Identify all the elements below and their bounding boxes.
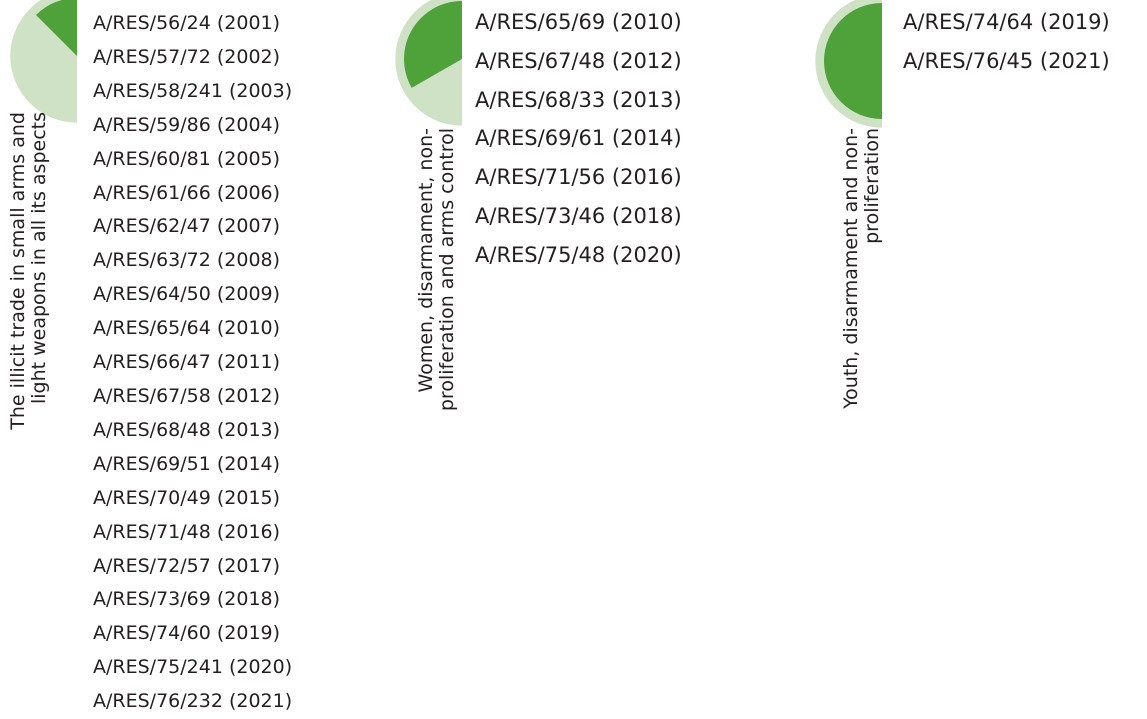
resolution-item: A/RES/67/58 (2012) — [93, 384, 281, 407]
resolution-item: A/RES/75/48 (2020) — [475, 242, 682, 267]
resolution-item: A/RES/68/48 (2013) — [93, 418, 281, 441]
group-label-small-arms: The illicit trade in small arms and ligh… — [7, 112, 50, 430]
pie-small-arms — [10, 0, 77, 123]
resolution-item: A/RES/67/48 (2012) — [475, 48, 682, 73]
pie-sector — [404, 1, 462, 88]
resolution-item: A/RES/65/64 (2010) — [93, 317, 281, 340]
resolution-item: A/RES/70/49 (2015) — [93, 486, 281, 509]
resolution-item: A/RES/62/47 (2007) — [93, 215, 281, 238]
resolution-item: A/RES/60/81 (2005) — [93, 147, 281, 170]
resolution-item: A/RES/73/69 (2018) — [93, 588, 281, 611]
resolution-item: A/RES/75/241 (2020) — [93, 656, 293, 679]
resolution-item: A/RES/61/66 (2006) — [93, 181, 281, 204]
group-label-women: Women, disarmament, non-proliferation an… — [415, 128, 458, 412]
resolution-list-youth: A/RES/74/64 (2019) A/RES/76/45 (2021) — [903, 3, 1110, 81]
resolution-item: A/RES/65/69 (2010) — [475, 10, 682, 34]
resolution-item: A/RES/74/64 (2019) — [903, 10, 1110, 34]
resolution-item: A/RES/71/48 (2016) — [93, 520, 281, 543]
resolution-item: A/RES/76/45 (2021) — [903, 48, 1110, 73]
resolution-item: A/RES/64/50 (2009) — [93, 283, 281, 306]
resolution-item: A/RES/69/61 (2014) — [475, 126, 682, 151]
pie-women — [395, 0, 462, 126]
pie-sector — [35, 0, 77, 56]
resolution-item: A/RES/73/46 (2018) — [475, 203, 682, 228]
resolution-item: A/RES/59/86 (2004) — [93, 113, 281, 136]
resolution-item: A/RES/66/47 (2011) — [93, 351, 281, 374]
resolution-item: A/RES/58/241 (2003) — [93, 79, 293, 102]
resolution-item: A/RES/69/51 (2014) — [93, 452, 281, 475]
resolution-item: A/RES/71/56 (2016) — [475, 165, 682, 190]
resolution-list-women: A/RES/65/69 (2010) A/RES/67/48 (2012) A/RE… — [475, 3, 682, 275]
resolution-item: A/RES/74/60 (2019) — [93, 622, 281, 645]
group-label-youth: Youth, disarmament and non-proliferation — [840, 128, 883, 409]
resolution-item: A/RES/56/24 (2001) — [93, 12, 281, 34]
pie-youth — [815, 0, 882, 128]
pie-sector — [824, 3, 882, 119]
resolution-item: A/RES/57/72 (2002) — [93, 45, 281, 68]
resolution-list-small-arms: A/RES/56/24 (2001) A/RES/57/72 (2002) A/RE… — [93, 7, 292, 719]
resolution-item: A/RES/63/72 (2008) — [93, 249, 281, 272]
resolution-item: A/RES/72/57 (2017) — [93, 554, 281, 577]
resolution-item: A/RES/68/33 (2013) — [475, 87, 682, 112]
resolution-item: A/RES/76/232 (2021) — [93, 690, 293, 713]
